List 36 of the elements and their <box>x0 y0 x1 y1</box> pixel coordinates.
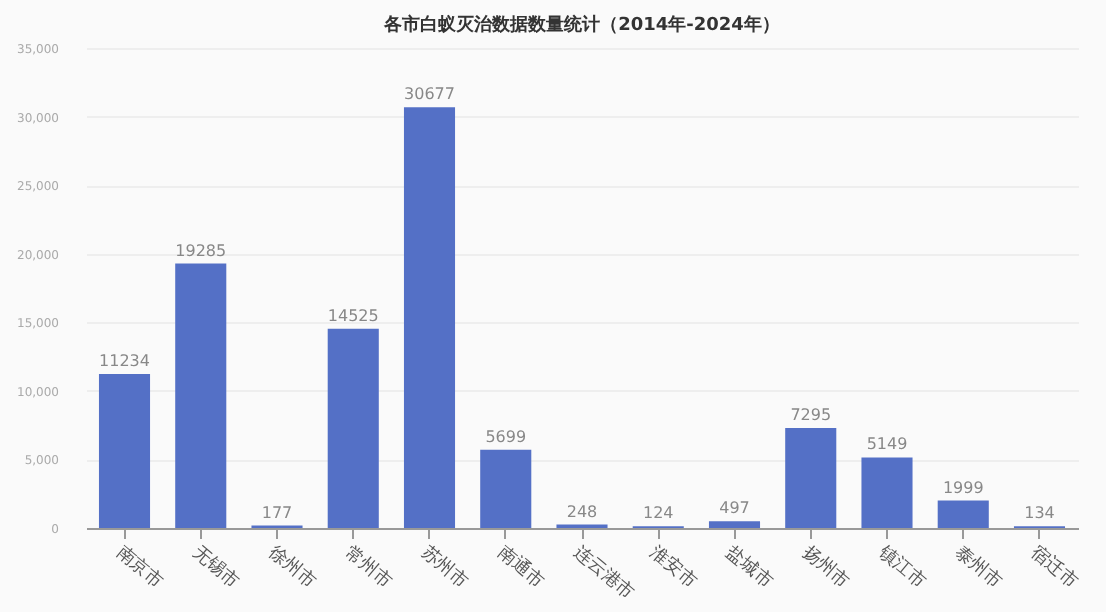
data-label: 497 <box>719 499 750 518</box>
bar <box>785 427 837 528</box>
chart-title: 各市白蚁灭治数据数量统计（2014年-2024年） <box>382 14 780 36</box>
bar <box>937 500 989 528</box>
bar <box>403 107 456 528</box>
bar <box>175 263 227 528</box>
x-tick-label: 苏州市 <box>416 541 473 594</box>
data-label: 19285 <box>175 241 227 260</box>
x-tick-label: 连云港市 <box>569 541 639 605</box>
data-label: 248 <box>566 502 598 521</box>
bar <box>480 449 532 528</box>
x-tick-label: 泰州市 <box>950 541 1006 594</box>
data-label: 14525 <box>327 306 379 325</box>
x-tick-label: 南通市 <box>492 541 549 594</box>
x-tick-label: 常州市 <box>340 541 396 594</box>
x-tick-label: 无锡市 <box>187 541 244 594</box>
data-label: 124 <box>642 504 674 523</box>
bar <box>861 457 913 528</box>
data-label: 1999 <box>942 478 984 497</box>
x-tick-label: 南京市 <box>111 541 168 594</box>
x-tick-label: 淮安市 <box>645 541 701 594</box>
data-label: 177 <box>261 503 293 522</box>
data-label: 30677 <box>404 85 455 104</box>
data-label: 5149 <box>866 435 908 454</box>
data-label: 134 <box>1024 504 1055 523</box>
data-label: 11234 <box>99 351 150 370</box>
bar <box>327 328 379 528</box>
data-label: 7295 <box>790 405 832 424</box>
x-tick-label: 宿迁市 <box>1026 541 1083 594</box>
x-tick-label: 扬州市 <box>797 541 854 594</box>
x-tick-label: 盐城市 <box>721 541 778 594</box>
bar <box>98 373 151 528</box>
data-label: 5699 <box>485 427 527 446</box>
x-tick-label: 徐州市 <box>264 541 320 594</box>
bar <box>708 521 761 528</box>
x-tick-label: 镇江市 <box>872 540 930 594</box>
